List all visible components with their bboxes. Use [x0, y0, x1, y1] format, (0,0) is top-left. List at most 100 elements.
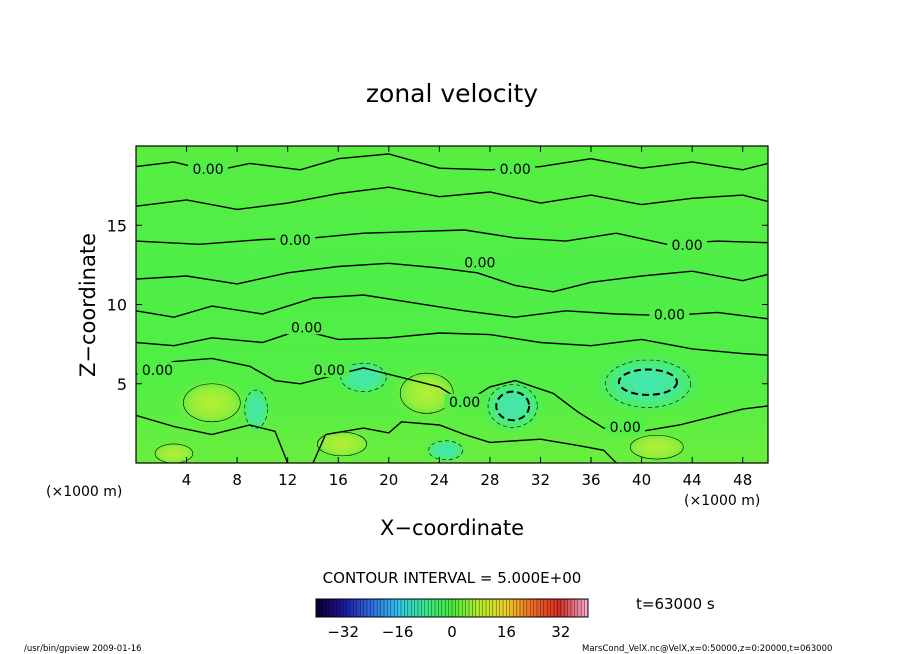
- colorbar-cell: [421, 599, 426, 617]
- colorbar-cell: [560, 599, 565, 617]
- positive-velocity-region: [621, 431, 693, 463]
- colorbar-cell: [571, 599, 575, 617]
- x-tick-label: 40: [632, 471, 651, 489]
- contour-label: 0.00: [449, 395, 480, 411]
- colorbar-cell: [581, 599, 585, 617]
- colorbar-cell: [390, 599, 395, 617]
- x-tick-label: 20: [379, 471, 398, 489]
- colorbar-tick-label: −32: [327, 623, 359, 641]
- colorbar-cell: [350, 599, 354, 617]
- colorbar-cell: [411, 599, 415, 617]
- contour-line: [399, 372, 454, 414]
- colorbar-cell: [397, 599, 402, 617]
- colorbar-cell: [319, 599, 324, 617]
- x-tick-label: 12: [278, 471, 297, 489]
- colorbar-tick-label: −16: [382, 623, 414, 641]
- colorbar-cell: [316, 599, 320, 617]
- colorbar-cell: [489, 599, 494, 617]
- colorbar-cell: [479, 599, 483, 617]
- colorbar-cell: [574, 599, 579, 617]
- negative-contour-line: [495, 390, 531, 422]
- colorbar-cell: [472, 599, 477, 617]
- colorbar-cell: [496, 599, 500, 617]
- contour-label-bg: [605, 419, 646, 435]
- x-axis-label: X−coordinate: [380, 516, 524, 540]
- contour-label-bg: [649, 306, 690, 322]
- colorbar-cell: [462, 599, 466, 617]
- colorbar-cell: [438, 599, 443, 617]
- colorbar-cell: [333, 599, 337, 617]
- x-tick-label: 28: [480, 471, 499, 489]
- x-tick-label: 24: [430, 471, 449, 489]
- colorbar-cell: [329, 599, 334, 617]
- y-tick-label: 15: [107, 216, 127, 235]
- x-tick-label: 32: [531, 471, 550, 489]
- positive-velocity-region: [391, 366, 463, 421]
- negative-velocity-region: [422, 437, 469, 463]
- colorbar-cell: [326, 599, 330, 617]
- colorbar-cell: [540, 599, 545, 617]
- contour-line: [340, 362, 387, 392]
- colorbar-tick-label: 0: [447, 623, 457, 641]
- contour-label-bg: [459, 254, 500, 270]
- colorbar-cell: [537, 599, 541, 617]
- colorbar-cell: [407, 599, 412, 617]
- contour-label: 0.00: [142, 363, 173, 379]
- colorbar-cell: [465, 599, 470, 617]
- colorbar-cell: [343, 599, 347, 617]
- x-unit-label: (×1000 m): [684, 493, 760, 509]
- colorbar-cell: [322, 599, 327, 617]
- colorbar-cell: [469, 599, 473, 617]
- x-tick-label: 16: [329, 471, 348, 489]
- colorbar-cell: [550, 599, 555, 617]
- colorbar-cell: [428, 599, 432, 617]
- colorbar-cell: [367, 599, 371, 617]
- contour-label-bg: [188, 160, 229, 176]
- colorbar-cell: [499, 599, 504, 617]
- contour-label-bg: [137, 362, 178, 378]
- contour-label-bg: [286, 319, 327, 335]
- contour-label-bg: [495, 160, 536, 176]
- colorbar-cell: [543, 599, 548, 617]
- zero-contour-line: [312, 421, 617, 463]
- colorbar-cell: [441, 599, 446, 617]
- colorbar-cell: [418, 599, 422, 617]
- contour-label: 0.00: [314, 363, 345, 379]
- colorbar-cell: [530, 599, 534, 617]
- contour-interval-label: CONTOUR INTERVAL = 5.000E+00: [323, 569, 582, 587]
- colorbar-cell: [404, 599, 409, 617]
- colorbar-cell: [526, 599, 531, 617]
- y-tick-label: 5: [117, 375, 127, 394]
- zero-contour-line: [136, 414, 289, 463]
- colorbar-cell: [513, 599, 517, 617]
- stamp-left: /usr/bin/gpview 2009-01-16: [24, 644, 142, 654]
- zero-contour-line: [136, 329, 768, 356]
- negative-velocity-region: [591, 352, 705, 416]
- contour-label: 0.00: [291, 320, 322, 336]
- zero-contour-line: [136, 262, 768, 293]
- x-tick-label: 4: [182, 471, 192, 489]
- colorbar-cell: [533, 599, 538, 617]
- colorbar-cell: [584, 599, 589, 617]
- colorbar-cell: [377, 599, 381, 617]
- stamp-right: MarsCond_VelX.nc@VelX,x=0:50000,z=0:2000…: [582, 644, 832, 654]
- colorbar-cell: [482, 599, 487, 617]
- negative-velocity-region: [479, 377, 546, 435]
- colorbar-cell: [394, 599, 398, 617]
- colorbar-cell: [336, 599, 341, 617]
- positive-velocity-region: [309, 428, 375, 460]
- y-unit-label: (×1000 m): [46, 484, 122, 500]
- colorbar-cell: [387, 599, 392, 617]
- colorbar-cell: [523, 599, 528, 617]
- contour-label: 0.00: [672, 238, 703, 254]
- colorbar-cell: [567, 599, 572, 617]
- time-label: t=63000 s: [636, 595, 715, 613]
- colorbar-cell: [373, 599, 378, 617]
- x-tick-label: 44: [683, 471, 702, 489]
- colorbar-cell: [577, 599, 582, 617]
- positive-velocity-region: [173, 377, 250, 429]
- colorbar-cell: [557, 599, 562, 617]
- contour-line: [629, 434, 684, 460]
- zero-contour-line: [136, 229, 768, 246]
